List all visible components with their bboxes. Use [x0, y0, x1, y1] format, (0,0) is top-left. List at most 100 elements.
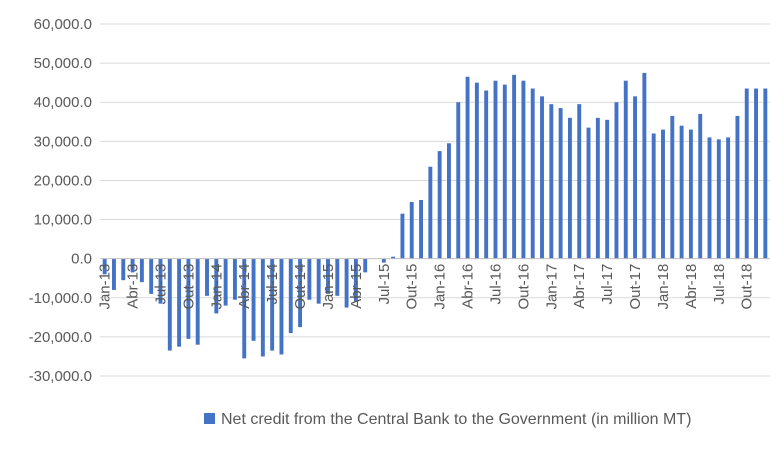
- bar: [661, 129, 665, 259]
- y-tick-label: 10,000.0: [34, 212, 92, 229]
- bar: [381, 258, 386, 263]
- x-tick-label: Abr-16: [460, 264, 477, 309]
- y-tick-label: 0.0: [71, 251, 92, 268]
- bar: [186, 258, 191, 339]
- bar: [614, 102, 619, 259]
- bar: [670, 115, 675, 259]
- bar: [530, 88, 535, 259]
- bar: [493, 80, 498, 259]
- bar: [586, 127, 591, 259]
- bar: [428, 166, 433, 259]
- bar: [567, 117, 572, 259]
- x-tick-label: Out-17: [627, 264, 644, 310]
- bar: [205, 258, 209, 296]
- bar: [735, 115, 740, 259]
- bar: [577, 104, 582, 259]
- x-tick-label: Out-18: [739, 264, 756, 310]
- x-tick-label: Jul-17: [599, 264, 616, 305]
- bar: [251, 258, 256, 341]
- bar: [419, 200, 423, 259]
- y-tick-label: 30,000.0: [34, 133, 92, 150]
- x-tick-label: Out-14: [292, 264, 309, 310]
- y-tick-label: 60,000.0: [34, 16, 92, 33]
- y-tick-label: -10,000.0: [29, 290, 92, 307]
- x-tick-label: Jan-16: [432, 264, 449, 310]
- x-tick-label: Jul-15: [376, 264, 393, 305]
- bar: [158, 258, 163, 304]
- bar: [167, 258, 172, 351]
- y-tick-label: 50,000.0: [34, 55, 92, 72]
- x-tick-label: Abr-13: [125, 264, 142, 309]
- x-tick-label: Jul-14: [264, 264, 281, 305]
- bar: [726, 137, 731, 259]
- bar: [521, 80, 526, 259]
- bar: [763, 88, 768, 259]
- x-tick-label: Out-15: [404, 264, 421, 310]
- x-tick-label: Jul-16: [487, 264, 504, 305]
- x-tick-label: Abr-17: [571, 264, 588, 309]
- y-tick-label: 20,000.0: [34, 172, 92, 189]
- bar: [409, 201, 414, 259]
- y-tick-label: -20,000.0: [29, 329, 92, 346]
- bar: [288, 258, 293, 333]
- bar: [139, 258, 144, 283]
- bar: [223, 258, 228, 306]
- y-tick-label: 40,000.0: [34, 94, 92, 111]
- bar: [232, 258, 237, 300]
- x-tick-label: Jan-14: [208, 264, 225, 310]
- bar: [540, 96, 544, 259]
- x-tick-label: Jan-15: [320, 264, 337, 310]
- bar: [698, 113, 703, 259]
- bar: [102, 258, 107, 275]
- x-tick-label: Jul-13: [152, 264, 169, 305]
- bar: [623, 80, 628, 259]
- x-tick-label: Abr-15: [348, 264, 365, 309]
- x-tick-label: Out-13: [180, 264, 197, 310]
- bar: [195, 258, 200, 345]
- bar: [707, 137, 712, 259]
- bar: [558, 108, 563, 259]
- legend-swatch: [204, 413, 215, 424]
- x-tick-label: Jan-17: [543, 264, 560, 310]
- bar: [121, 258, 126, 281]
- bar: [484, 90, 489, 259]
- bar: [177, 258, 182, 347]
- legend: Net credit from the Central Bank to the …: [204, 409, 724, 431]
- bar: [242, 258, 247, 359]
- bar: [298, 258, 303, 328]
- bar: [502, 84, 507, 259]
- bar: [279, 258, 284, 355]
- bar: [316, 258, 321, 304]
- bar: [474, 82, 479, 259]
- bar: [465, 76, 470, 259]
- bar: [260, 258, 265, 357]
- x-tick-label: Abr-14: [236, 264, 253, 309]
- x-tick-label: Jan-13: [97, 264, 114, 310]
- bar: [605, 119, 610, 259]
- bar: [679, 125, 684, 259]
- bar: [270, 258, 275, 351]
- bar: [363, 258, 368, 273]
- y-tick-label: -30,000.0: [29, 368, 92, 385]
- bar: [112, 258, 116, 290]
- bar: [744, 88, 749, 259]
- bar: [549, 104, 554, 259]
- x-tick-label: Jan-18: [655, 264, 672, 310]
- x-tick-label: Jul-18: [711, 264, 728, 305]
- bar: [595, 117, 600, 259]
- bar: [400, 213, 405, 259]
- bar: [633, 96, 638, 259]
- bar: [335, 258, 340, 296]
- bar: [642, 72, 647, 259]
- bar: [456, 102, 461, 259]
- bar: [391, 256, 396, 259]
- bar: [437, 151, 442, 259]
- x-tick-label: Out-16: [515, 264, 532, 310]
- bar: [512, 74, 517, 259]
- bar: [326, 258, 330, 294]
- bar: [344, 258, 349, 308]
- bar: [447, 143, 451, 259]
- x-tick-label: Abr-18: [683, 264, 700, 309]
